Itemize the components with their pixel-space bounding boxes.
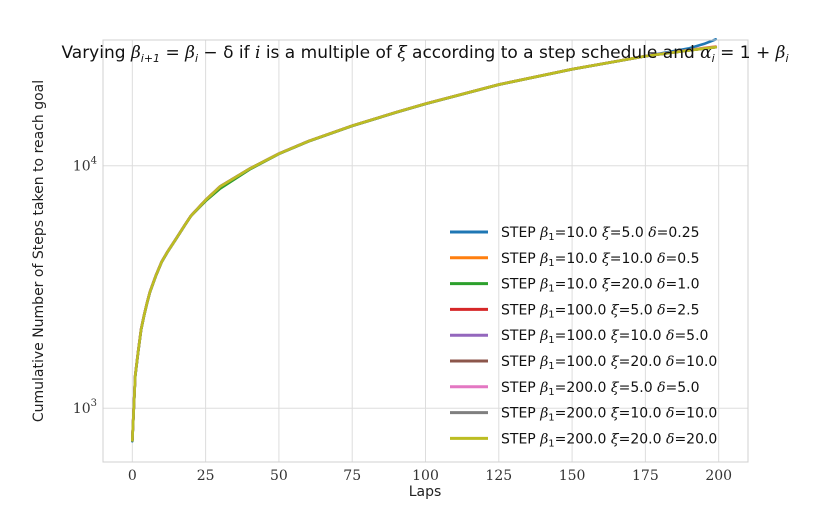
legend-entry: STEP β1=200.0 ξ=10.0 δ=10.0 — [501, 406, 717, 424]
title-part: i — [712, 52, 715, 65]
title-part: i — [195, 52, 198, 65]
x-tick-label: 0 — [128, 468, 137, 484]
legend-entry: STEP β1=200.0 ξ=5.0 δ=5.0 — [501, 380, 700, 398]
title-part: − δ if — [198, 43, 255, 63]
plot-frame — [102, 39, 749, 463]
title-part: according to a step schedule and — [407, 43, 701, 63]
title-part: Varying — [61, 43, 130, 63]
title-part: β — [130, 43, 141, 63]
y-tick-label: 103 — [73, 398, 97, 417]
x-tick-label: 100 — [412, 468, 439, 484]
x-tick-label: 25 — [197, 468, 215, 484]
title-part: α — [700, 43, 712, 63]
title-part: is a multiple of — [260, 43, 397, 63]
title-part: β — [775, 43, 786, 63]
series-layer — [131, 38, 718, 443]
x-tick-label: 175 — [632, 468, 659, 484]
legend-entry: STEP β1=200.0 ξ=20.0 δ=20.0 — [501, 431, 717, 449]
title-part: β — [184, 43, 195, 63]
y-tick-label: 104 — [73, 156, 97, 175]
x-tick-label: 50 — [270, 468, 288, 484]
y-axis-label: Cumulative Number of Steps taken to reac… — [31, 80, 47, 422]
legend-entry: STEP β1=10.0 ξ=10.0 δ=0.5 — [501, 251, 700, 269]
title-part: ξ — [397, 43, 408, 63]
x-tick-label: 200 — [705, 468, 732, 484]
legend-entry: STEP β1=10.0 ξ=5.0 δ=0.25 — [501, 225, 700, 243]
chart-title: Varying βi+1 = βi − δ if i is a multiple… — [61, 43, 788, 65]
grid-layer — [103, 40, 748, 462]
legend-entry: STEP β1=100.0 ξ=5.0 δ=2.5 — [501, 302, 700, 320]
series-line — [131, 45, 718, 442]
x-tick-label: 75 — [343, 468, 361, 484]
legend-entry: STEP β1=100.0 ξ=20.0 δ=10.0 — [501, 354, 717, 372]
title-part: i — [785, 52, 788, 65]
title-part: = — [160, 43, 185, 63]
x-tick-label: 150 — [559, 468, 586, 484]
title-part: i — [255, 43, 260, 63]
x-tick-label: 125 — [485, 468, 512, 484]
legend-entry: STEP β1=100.0 ξ=10.0 δ=5.0 — [501, 328, 708, 346]
title-part: i+1 — [141, 52, 160, 65]
x-axis-label: Laps — [409, 484, 442, 500]
legend: STEP β1=10.0 ξ=5.0 δ=0.25 STEP β1=10.0 ξ=… — [450, 225, 717, 449]
title-part: = 1 + — [715, 43, 776, 63]
tick-layer: 0 25 50 75 100 125 150 175 200 103 104 — [73, 156, 732, 484]
legend-entry: STEP β1=10.0 ξ=20.0 δ=1.0 — [501, 277, 700, 295]
